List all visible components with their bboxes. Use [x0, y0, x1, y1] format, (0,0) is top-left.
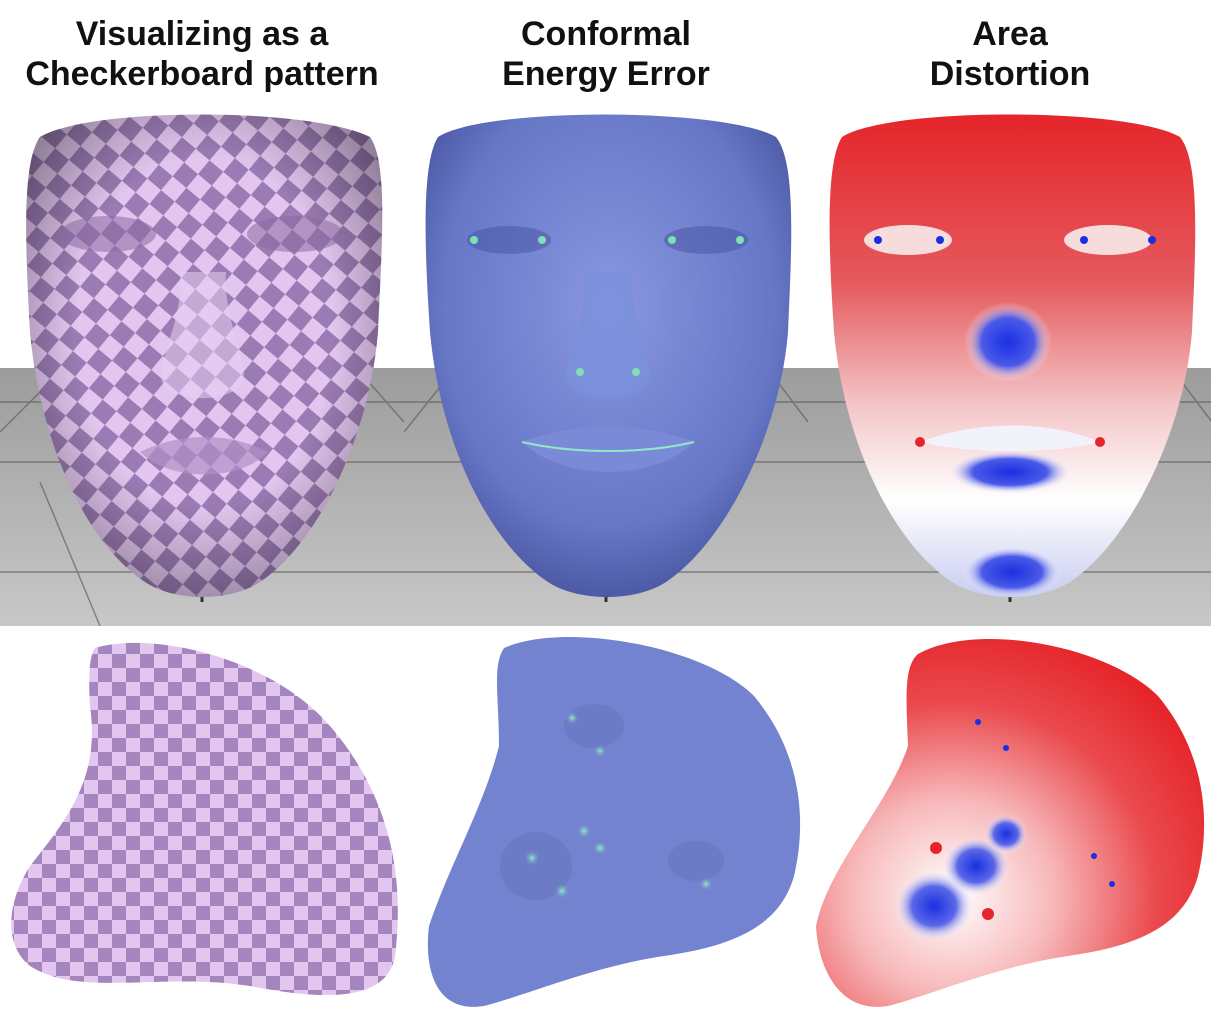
face-render-area	[808, 102, 1211, 626]
title-line-1: Conformal	[521, 15, 691, 53]
flat-map-conformal	[404, 626, 808, 1022]
column-title-area: Area Distortion	[808, 14, 1211, 94]
face-render-conformal	[404, 102, 808, 626]
title-line-1: Visualizing as a	[75, 15, 329, 53]
title-line-2: Distortion	[929, 55, 1091, 93]
column-title-checkerboard: Visualizing as a Checkerboard pattern	[0, 14, 404, 94]
face-render-checkerboard	[0, 102, 404, 626]
title-line-1: Area	[972, 15, 1048, 53]
flat-map-checkerboard	[0, 626, 404, 1022]
flat-map-area	[808, 626, 1211, 1022]
column-title-conformal: Conformal Energy Error	[404, 14, 808, 94]
title-line-2: Energy Error	[502, 55, 710, 93]
title-line-2: Checkerboard pattern	[25, 55, 379, 93]
